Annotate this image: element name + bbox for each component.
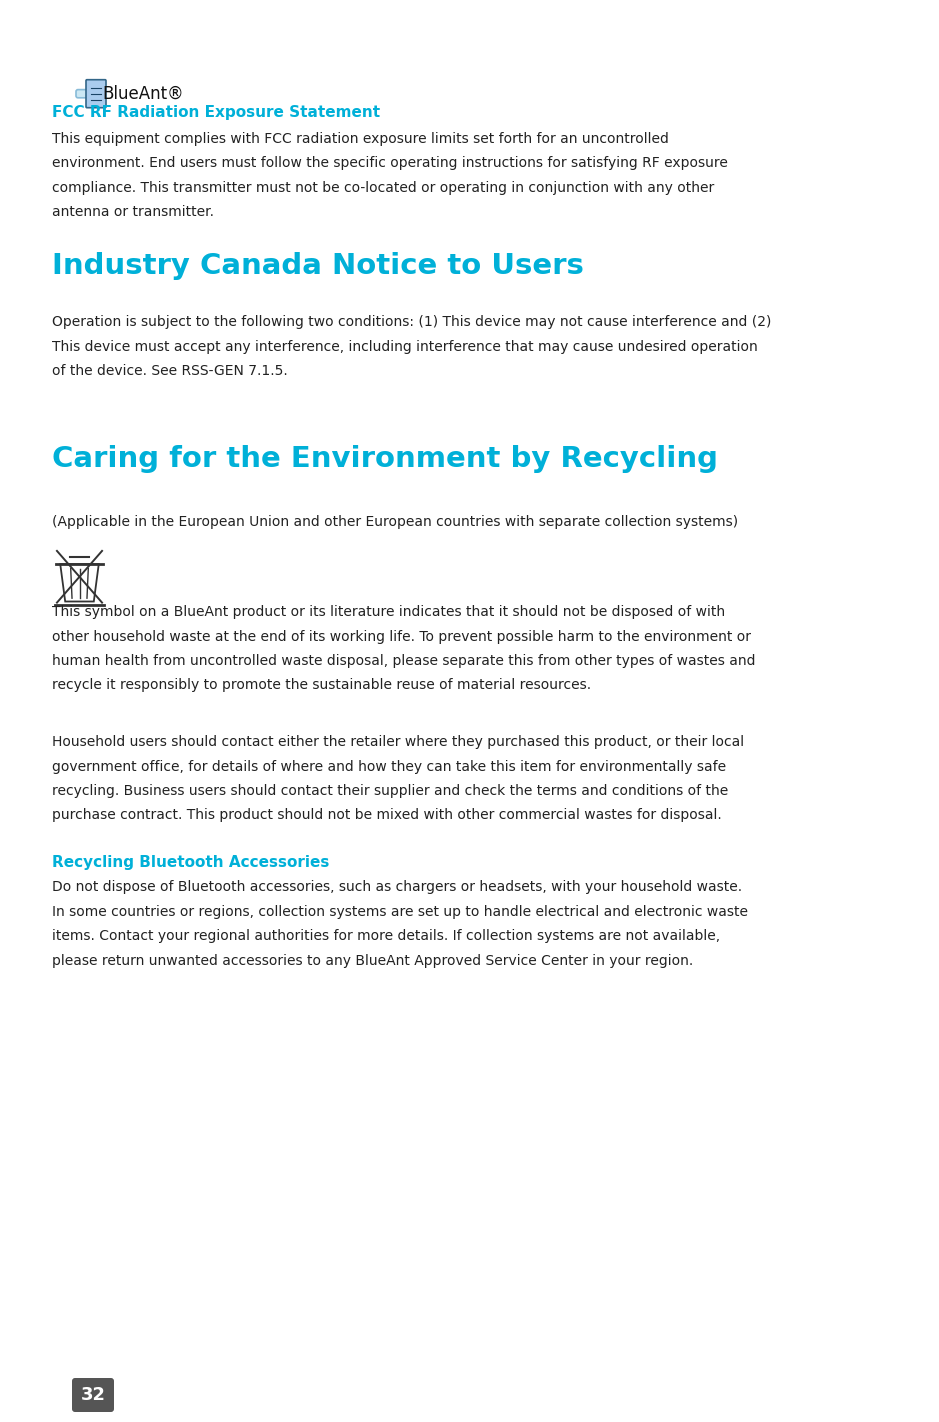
Text: (Applicable in the European Union and other European countries with separate col: (Applicable in the European Union and ot… [52, 515, 738, 529]
Text: recycling. Business users should contact their supplier and check the terms and : recycling. Business users should contact… [52, 784, 729, 798]
Text: other household waste at the end of its working life. To prevent possible harm t: other household waste at the end of its … [52, 630, 751, 644]
Text: This device must accept any interference, including interference that may cause : This device must accept any interference… [52, 340, 758, 354]
Text: Operation is subject to the following two conditions: (1) This device may not ca: Operation is subject to the following tw… [52, 316, 771, 328]
Text: 32: 32 [81, 1386, 105, 1404]
Text: In some countries or regions, collection systems are set up to handle electrical: In some countries or regions, collection… [52, 904, 748, 919]
FancyBboxPatch shape [72, 1378, 114, 1412]
Text: Household users should contact either the retailer where they purchased this pro: Household users should contact either th… [52, 735, 744, 749]
Text: Caring for the Environment by Recycling: Caring for the Environment by Recycling [52, 445, 718, 474]
FancyBboxPatch shape [86, 80, 106, 108]
Text: purchase contract. This product should not be mixed with other commercial wastes: purchase contract. This product should n… [52, 809, 722, 822]
Text: compliance. This transmitter must not be co-located or operating in conjunction : compliance. This transmitter must not be… [52, 181, 715, 195]
Text: Do not dispose of Bluetooth accessories, such as chargers or headsets, with your: Do not dispose of Bluetooth accessories,… [52, 880, 742, 894]
Text: recycle it responsibly to promote the sustainable reuse of material resources.: recycle it responsibly to promote the su… [52, 678, 592, 693]
Text: BlueAnt®: BlueAnt® [102, 85, 184, 102]
Text: human health from uncontrolled waste disposal, please separate this from other t: human health from uncontrolled waste dis… [52, 654, 756, 668]
Text: items. Contact your regional authorities for more details. If collection systems: items. Contact your regional authorities… [52, 929, 720, 943]
Text: Industry Canada Notice to Users: Industry Canada Notice to Users [52, 252, 584, 280]
Text: government office, for details of where and how they can take this item for envi: government office, for details of where … [52, 759, 726, 774]
Text: antenna or transmitter.: antenna or transmitter. [52, 206, 214, 219]
Text: FCC RF Radiation Exposure Statement: FCC RF Radiation Exposure Statement [52, 105, 380, 119]
FancyBboxPatch shape [76, 90, 99, 98]
Text: of the device. See RSS-GEN 7.1.5.: of the device. See RSS-GEN 7.1.5. [52, 364, 287, 378]
Text: This symbol on a BlueAnt product or its literature indicates that it should not : This symbol on a BlueAnt product or its … [52, 604, 725, 619]
Text: Recycling Bluetooth Accessories: Recycling Bluetooth Accessories [52, 855, 330, 870]
Text: environment. End users must follow the specific operating instructions for satis: environment. End users must follow the s… [52, 156, 728, 171]
Text: please return unwanted accessories to any BlueAnt Approved Service Center in you: please return unwanted accessories to an… [52, 954, 693, 967]
Text: This equipment complies with FCC radiation exposure limits set forth for an unco: This equipment complies with FCC radiati… [52, 132, 669, 146]
